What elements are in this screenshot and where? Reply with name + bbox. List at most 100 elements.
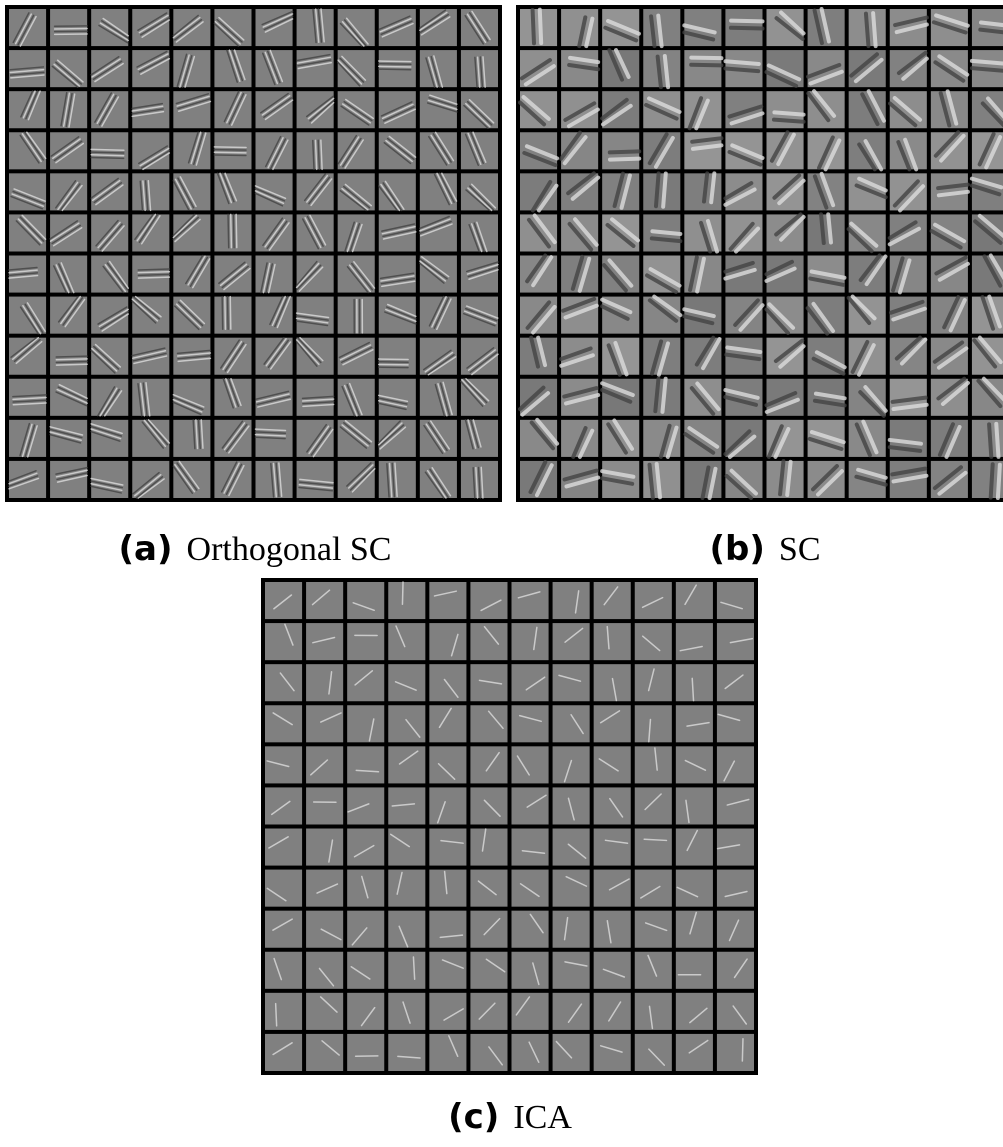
filter-patch <box>429 911 466 948</box>
filter-patch <box>676 664 713 701</box>
filter-stroke <box>725 68 758 71</box>
filter-patch <box>297 132 334 169</box>
filter-patch <box>470 746 507 783</box>
filter-patch <box>50 297 87 334</box>
filter-patch <box>306 993 343 1030</box>
filter-patch <box>306 787 343 824</box>
filter-patch <box>725 173 762 210</box>
filter-patch <box>429 870 466 907</box>
filter-stroke <box>379 66 411 67</box>
filter-patch <box>676 705 713 742</box>
filter-patch <box>265 870 302 907</box>
filter-patch <box>512 664 549 701</box>
filter-patch <box>553 1034 590 1071</box>
filter-patch <box>684 173 721 210</box>
filter-patch <box>256 173 293 210</box>
filter-patch <box>512 829 549 866</box>
filter-grid <box>261 578 758 1075</box>
filter-patch <box>676 870 713 907</box>
caption-a: (a) Orthogonal SC <box>119 529 392 569</box>
filter-patch <box>512 623 549 660</box>
filter-patch <box>553 993 590 1030</box>
filter-patch <box>429 746 466 783</box>
filter-patch <box>717 787 754 824</box>
filter-patch <box>676 787 713 824</box>
filter-patch <box>635 993 672 1030</box>
filter-patch <box>594 829 631 866</box>
filter-stroke <box>998 465 1000 498</box>
filter-stroke <box>691 58 721 59</box>
filter-stroke <box>656 173 659 206</box>
filter-patch <box>429 582 466 619</box>
filter-patch <box>849 173 886 210</box>
filter-stroke <box>236 214 237 247</box>
filter-patch <box>306 582 343 619</box>
filter-patch <box>388 870 425 907</box>
filter-patch <box>512 1034 549 1071</box>
filter-stroke <box>774 112 803 114</box>
filter-patch <box>635 952 672 989</box>
filter-patch <box>420 297 457 334</box>
filter-patch <box>338 461 375 498</box>
filter-patch <box>429 829 466 866</box>
filter-patch <box>717 952 754 989</box>
filter-stroke <box>214 155 246 156</box>
filter-stroke <box>56 359 87 360</box>
filter-patch <box>684 50 721 87</box>
filter-patch <box>347 623 384 660</box>
panel-caption: SC <box>779 531 821 568</box>
filter-stroke <box>214 150 246 151</box>
filter-patch <box>388 829 425 866</box>
filter-stroke <box>379 69 411 70</box>
filter-patch <box>470 993 507 1030</box>
page: (a) Orthogonal SC (b) SC (c) ICA (() => … <box>0 0 1003 1147</box>
filter-patch <box>347 1034 384 1071</box>
filter-patch <box>256 214 293 251</box>
filter-patch <box>338 379 375 416</box>
filter-stroke <box>972 68 1003 71</box>
filter-stroke <box>379 61 411 62</box>
filter-patch <box>676 911 713 948</box>
filter-patch <box>594 746 631 783</box>
filter-patch <box>306 952 343 989</box>
filter-stroke <box>56 356 87 357</box>
filter-patch <box>717 993 754 1030</box>
filter-patch <box>717 664 754 701</box>
filter-patch <box>265 952 302 989</box>
filter-stroke <box>225 297 226 330</box>
filter-stroke <box>214 147 246 148</box>
filter-grid <box>5 5 502 502</box>
filter-stroke <box>972 61 1003 64</box>
filter-patch <box>972 9 1003 46</box>
filter-stroke <box>214 152 246 153</box>
filter-patch <box>388 664 425 701</box>
filter-stroke <box>540 10 541 43</box>
filter-patch <box>635 829 672 866</box>
filter-patch <box>306 829 343 866</box>
filter-patch <box>676 1034 713 1071</box>
filter-patch <box>388 952 425 989</box>
filter-patch <box>388 1034 425 1071</box>
filter-stroke <box>91 152 124 153</box>
filter-stroke <box>138 277 169 278</box>
filter-stroke <box>991 464 993 497</box>
filter-patch <box>635 623 672 660</box>
filter-patch <box>214 256 251 293</box>
filter-patch <box>347 746 384 783</box>
filter-stroke <box>138 269 169 270</box>
filter-patch <box>379 420 416 457</box>
filter-patch <box>470 870 507 907</box>
filter-patch <box>420 214 457 251</box>
filter-patch <box>91 379 128 416</box>
filter-stroke <box>652 238 681 241</box>
filter-patch <box>347 664 384 701</box>
filter-patch <box>512 746 549 783</box>
filter-stroke <box>228 214 229 247</box>
filter-patch <box>347 952 384 989</box>
filter-patch <box>306 870 343 907</box>
filter-patch <box>379 91 416 128</box>
filter-stroke <box>726 61 759 64</box>
panel-label: (c) <box>448 1097 499 1137</box>
panel-caption: ICA <box>513 1099 572 1136</box>
filter-stroke <box>402 582 403 604</box>
